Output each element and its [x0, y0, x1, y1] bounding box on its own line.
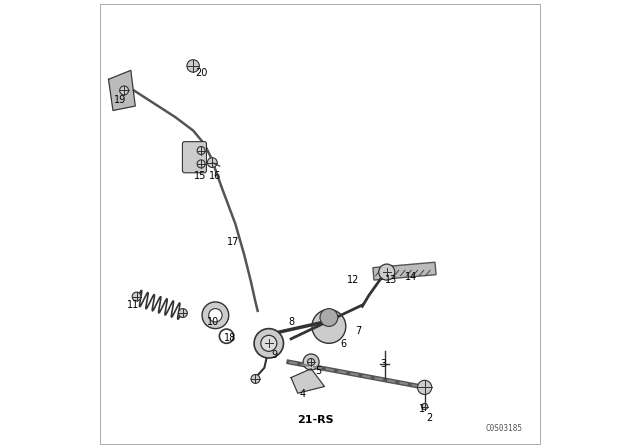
Circle shape [202, 302, 228, 329]
Circle shape [179, 309, 188, 318]
Text: 21-RS: 21-RS [297, 415, 334, 426]
Text: 7: 7 [356, 326, 362, 336]
Text: 12: 12 [348, 275, 360, 285]
Text: 3: 3 [380, 359, 386, 369]
Polygon shape [373, 262, 436, 280]
Circle shape [379, 264, 395, 280]
Polygon shape [109, 70, 135, 111]
Text: 10: 10 [207, 317, 219, 327]
Text: 2: 2 [426, 413, 432, 423]
Polygon shape [291, 369, 324, 393]
Circle shape [265, 339, 273, 347]
Circle shape [209, 309, 222, 322]
Text: 18: 18 [224, 332, 237, 343]
Circle shape [187, 60, 199, 72]
Text: 6: 6 [340, 339, 346, 349]
Circle shape [132, 292, 141, 301]
Text: 11: 11 [127, 300, 139, 310]
Text: 16: 16 [209, 171, 221, 181]
Text: 4: 4 [299, 389, 305, 399]
Circle shape [303, 354, 319, 370]
Circle shape [120, 86, 129, 95]
FancyBboxPatch shape [182, 142, 207, 173]
Circle shape [308, 358, 315, 366]
Text: 9: 9 [271, 350, 277, 360]
Text: 1: 1 [419, 404, 426, 414]
Text: C0S03185: C0S03185 [486, 424, 523, 433]
Text: 17: 17 [227, 237, 239, 247]
Circle shape [254, 329, 284, 358]
Text: 20: 20 [195, 68, 208, 78]
Circle shape [422, 404, 428, 409]
Circle shape [207, 158, 217, 168]
Text: 19: 19 [115, 95, 127, 105]
Circle shape [383, 268, 391, 276]
Text: 13: 13 [385, 275, 397, 285]
Text: 5: 5 [316, 366, 322, 376]
Circle shape [197, 146, 205, 155]
Circle shape [417, 380, 432, 395]
Text: 8: 8 [289, 317, 295, 327]
Circle shape [312, 310, 346, 343]
Circle shape [260, 335, 277, 351]
Circle shape [251, 375, 260, 383]
Text: 15: 15 [194, 171, 206, 181]
Circle shape [320, 309, 338, 327]
Circle shape [197, 160, 205, 168]
Text: 14: 14 [404, 272, 417, 282]
